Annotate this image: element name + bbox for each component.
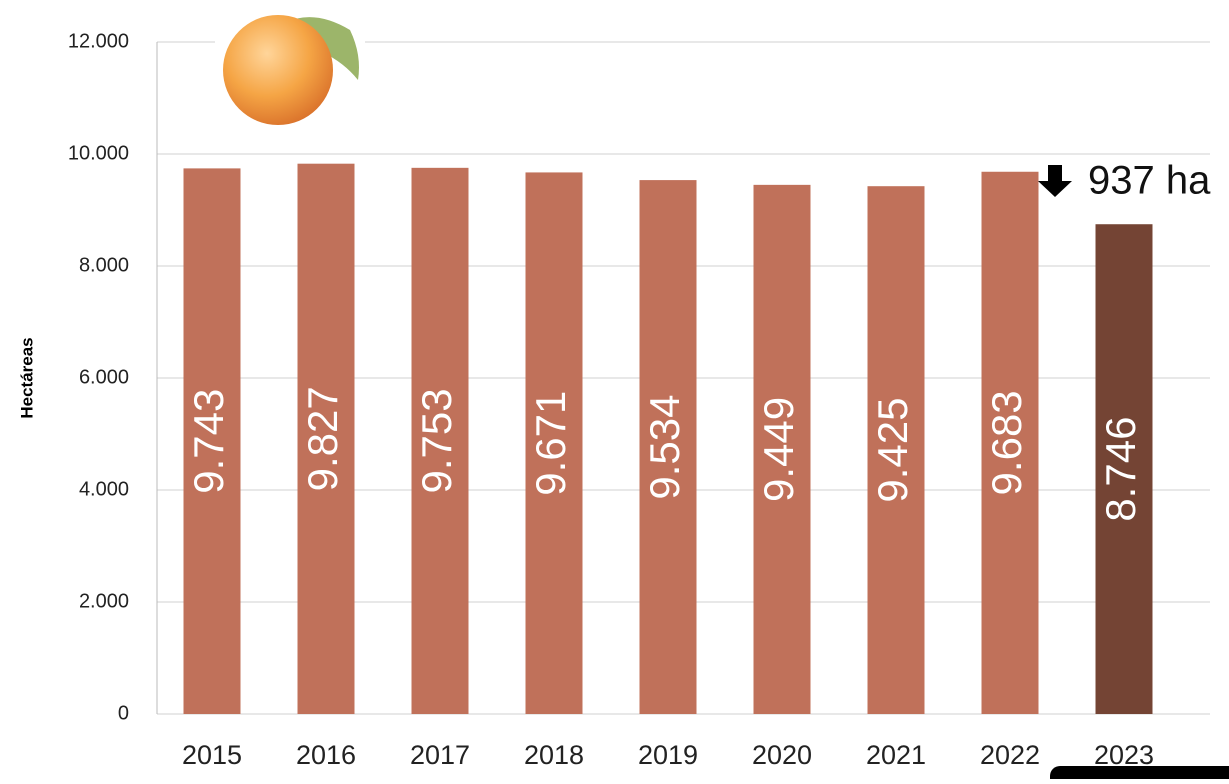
bar (753, 184, 811, 714)
x-tick-label: 2022 (980, 740, 1040, 770)
bar (183, 168, 241, 715)
bar (639, 180, 697, 714)
annotation: 937 ha (1088, 159, 1211, 203)
x-tick-label: 2021 (866, 740, 926, 770)
bar (867, 186, 925, 714)
value-label: 9.683 (983, 390, 1030, 495)
bar (297, 163, 355, 715)
bar (981, 171, 1039, 714)
y-tick-label: 4.000 (79, 478, 129, 500)
value-label: 9.425 (869, 398, 916, 503)
x-tick-label: 2015 (182, 740, 242, 770)
y-tick-label: 10.000 (68, 142, 129, 164)
y-axis-label: Hectáreas (17, 337, 36, 418)
bar (1095, 224, 1153, 714)
y-tick-label: 2.000 (79, 590, 129, 612)
peach-icon (223, 15, 333, 125)
value-label: 8.746 (1097, 417, 1144, 522)
value-label: 9.753 (413, 388, 460, 493)
x-tick-label: 2020 (752, 740, 812, 770)
y-tick-label: 12.000 (68, 30, 129, 52)
value-label: 9.449 (755, 397, 802, 502)
value-label: 9.743 (185, 389, 232, 494)
y-tick-label: 8.000 (79, 254, 129, 276)
plot-area: 0 2.000 4.000 6.000 8.000 10.000 12.000 2015 9.7… (68, 30, 1210, 770)
x-tick-label: 2019 (638, 740, 698, 770)
value-label: 9.534 (641, 394, 688, 499)
bar (411, 167, 469, 714)
overlay-box (1050, 766, 1229, 784)
x-tick-label: 2018 (524, 740, 584, 770)
bar (525, 172, 583, 714)
x-tick-label: 2023 (1094, 740, 1154, 770)
y-tick-label: 0 (118, 702, 129, 724)
x-tick-label: 2016 (296, 740, 356, 770)
value-label: 9.827 (299, 386, 346, 491)
down-arrow (1038, 165, 1072, 197)
value-label: 9.671 (527, 391, 574, 496)
y-tick-label: 6.000 (79, 366, 129, 388)
x-tick-label: 2017 (410, 740, 470, 770)
